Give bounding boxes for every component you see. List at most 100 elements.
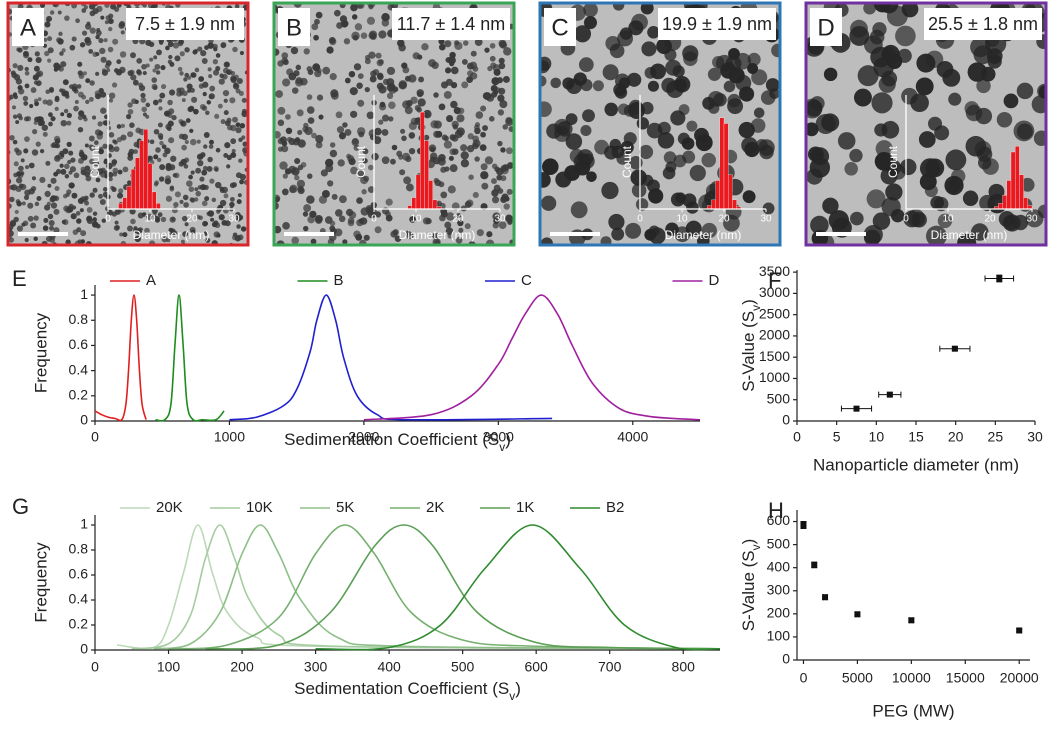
panel-label: F — [768, 268, 781, 293]
histogram-bar — [723, 123, 729, 210]
particle — [351, 31, 360, 41]
particle — [565, 113, 578, 126]
particle — [167, 41, 174, 48]
particle — [505, 214, 513, 223]
point — [1016, 627, 1023, 634]
inset-tick-label: 0 — [371, 214, 377, 225]
particle — [439, 214, 446, 222]
particle — [168, 108, 175, 115]
particle — [353, 230, 361, 238]
particle — [313, 34, 319, 41]
particle — [108, 19, 113, 24]
histogram-bar — [122, 197, 128, 210]
point — [800, 522, 807, 528]
particle — [281, 57, 288, 64]
histogram-bar — [411, 197, 417, 210]
particle — [72, 229, 79, 235]
particle — [235, 211, 241, 218]
particle — [58, 31, 63, 37]
axis-label: S-Value (Sv) — [739, 299, 763, 392]
axis-label: S-Value (Sv) — [739, 539, 763, 632]
particle — [480, 131, 486, 138]
particle — [158, 176, 165, 182]
particle — [379, 101, 386, 108]
panel-label: E — [12, 266, 27, 291]
particle — [910, 93, 929, 113]
legend-label: 5K — [336, 499, 354, 516]
histogram-bar — [998, 203, 1003, 210]
particle — [438, 43, 446, 51]
particle — [66, 141, 72, 148]
particle — [614, 86, 628, 99]
particle — [334, 209, 343, 217]
particle — [173, 201, 179, 208]
x-tick-label: 5 — [833, 429, 841, 445]
particle — [360, 32, 368, 39]
particle — [482, 125, 488, 131]
particle — [460, 151, 469, 160]
particle — [347, 217, 355, 224]
particle — [480, 171, 489, 180]
particle — [682, 193, 697, 208]
particle — [540, 237, 553, 245]
particle — [116, 124, 122, 129]
particle — [895, 25, 916, 47]
particle — [57, 10, 62, 15]
particle — [498, 87, 506, 95]
histogram-bar — [118, 203, 123, 210]
axis-label-part: S-Value (S — [739, 311, 758, 392]
histogram-bar — [1023, 197, 1028, 210]
particle — [665, 222, 679, 237]
particle — [866, 189, 886, 209]
particle — [230, 138, 237, 145]
particle — [198, 83, 205, 89]
particle — [631, 13, 648, 31]
particle — [23, 148, 29, 154]
particle — [212, 59, 219, 65]
particle — [707, 67, 722, 81]
particle — [612, 3, 625, 11]
inset-x-label: Diameter (nm) — [399, 228, 476, 242]
particle — [120, 134, 127, 141]
particle — [207, 156, 213, 163]
particle — [127, 102, 133, 108]
particle — [885, 183, 903, 201]
particle — [357, 99, 365, 107]
particle — [608, 213, 625, 231]
particle — [806, 122, 819, 137]
particle — [295, 64, 302, 71]
tem-image — [806, 3, 1046, 245]
particle — [62, 148, 69, 155]
particle — [480, 203, 488, 211]
particle — [82, 114, 87, 120]
particle — [807, 146, 824, 162]
particle — [484, 156, 494, 165]
series-line — [315, 524, 721, 651]
particle — [168, 137, 175, 144]
particle — [344, 77, 351, 84]
particle — [9, 135, 15, 141]
particle — [386, 92, 394, 99]
particle — [39, 176, 46, 183]
particle — [104, 63, 110, 69]
particle — [114, 220, 119, 225]
particle — [284, 168, 292, 175]
particle — [204, 196, 210, 202]
particle — [609, 138, 622, 151]
particle — [202, 165, 208, 171]
particle — [394, 235, 402, 243]
particle — [310, 238, 317, 245]
particle — [152, 68, 157, 73]
particle — [115, 225, 120, 230]
particle — [428, 144, 437, 152]
axis-label: PEG (MW) — [872, 701, 954, 720]
particle — [61, 88, 66, 93]
particle — [142, 71, 147, 76]
particle — [482, 92, 491, 100]
particle — [496, 167, 504, 176]
particle — [357, 73, 364, 79]
particle — [95, 177, 101, 183]
particle — [122, 232, 128, 238]
particle — [364, 86, 370, 93]
particle — [43, 37, 48, 42]
